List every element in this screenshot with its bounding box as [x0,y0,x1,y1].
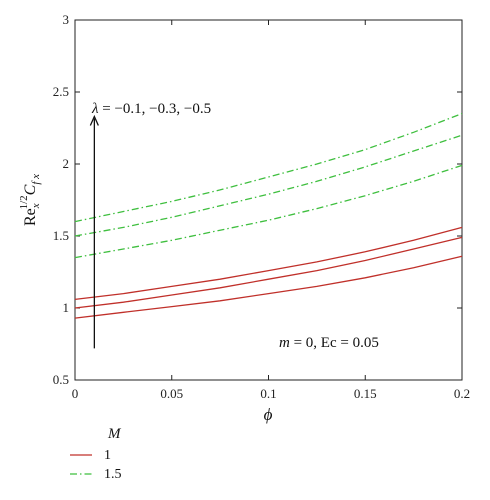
y-tick-label: 0.5 [53,372,69,387]
params-annotation: m = 0, Ec = 0.05 [279,335,379,351]
y-label-re: Re [22,208,39,226]
series-line-1-2 [74,255,463,319]
y-tick-label: 2 [63,156,70,171]
y-label-sub-fx: f x [30,174,42,185]
series-group [74,112,463,319]
legend: M 1 1.5 [70,426,122,482]
y-tick-label: 1 [63,300,70,315]
y-tick-label: 3 [63,12,70,27]
axis-ticks: 0 0.05 0.1 0.15 0.2 0.5 1 1.5 2 2.5 3 [53,12,470,401]
x-tick-label: 0 [72,386,79,401]
lambda-arrow [89,114,99,349]
series-line-1-5-3 [74,112,463,223]
x-tick-label: 0.2 [454,386,470,401]
series-line-1-5-4 [74,134,463,237]
y-label-c: C [22,184,39,195]
x-tick-label: 0.05 [160,386,183,401]
x-tick-label: 0.15 [354,386,377,401]
y-label-sub-x: x [30,203,42,209]
lambda-annotation: λ = −0.1, −0.3, −0.5 [91,101,211,117]
y-tick-label: 2.5 [53,84,69,99]
lambda-symbol: λ [91,101,99,117]
series-line-1-0 [74,226,463,301]
x-axis-label: ϕ [264,405,273,424]
y-tick-label: 1.5 [53,228,69,243]
legend-label-1: 1 [104,448,111,463]
x-tick-label: 0.1 [260,386,276,401]
y-axis-label: Rex1/2Cf x [18,174,42,226]
legend-label-1-5: 1.5 [104,467,122,482]
params-rest: = 0, Ec = 0.05 [290,335,379,351]
legend-title: M [107,426,122,442]
series-line-1-1 [74,236,463,309]
lambda-values: = −0.1, −0.3, −0.5 [99,101,212,117]
y-label-sup: 1/2 [18,195,30,209]
arrow-head [89,114,99,126]
series-line-1-5-5 [74,164,463,259]
plot-frame [74,19,463,381]
params-m: m [279,335,290,351]
